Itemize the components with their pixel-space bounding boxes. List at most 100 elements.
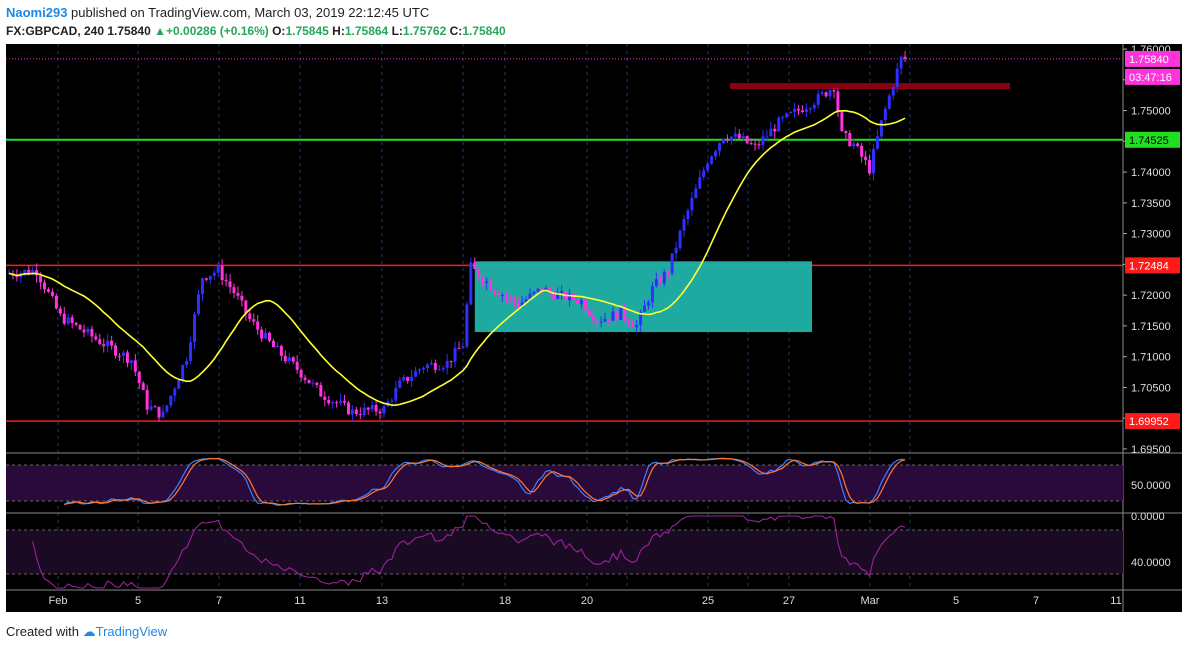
candle-body [260, 329, 264, 339]
time-tick-label: 7 [216, 595, 222, 607]
candle-body [516, 302, 520, 308]
chart-canvas[interactable]: 1.760001.755001.750001.745001.740001.735… [6, 44, 1182, 612]
candle-body [453, 348, 457, 362]
candle-body [489, 281, 493, 290]
candle-body [781, 117, 785, 119]
candle-body [741, 136, 745, 139]
price-badge-label: 1.75840 [1129, 54, 1169, 66]
candle-body [46, 289, 50, 292]
candle-body [145, 389, 149, 410]
candle-body [54, 295, 58, 309]
candle-body [868, 159, 872, 174]
candle-body [733, 133, 737, 137]
candle-body [23, 269, 27, 274]
candle-body [133, 360, 137, 372]
chart-header: Naomi293 published on TradingView.com, M… [6, 4, 1182, 44]
candle-body [224, 280, 228, 282]
candle-body [800, 110, 804, 112]
candle-body [702, 170, 706, 178]
price-badge-label: 03:47:16 [1129, 72, 1172, 84]
candle-body [414, 370, 418, 377]
candle-body [441, 367, 445, 370]
time-tick-label: 25 [702, 595, 714, 607]
candle-body [252, 319, 256, 322]
candle-body [820, 92, 824, 94]
publish-info: Naomi293 published on TradingView.com, M… [6, 4, 1182, 22]
candle-body [398, 380, 402, 388]
time-tick-label: 7 [1033, 595, 1039, 607]
candle-body [193, 314, 197, 343]
candle-body [639, 311, 643, 326]
candle-body [493, 289, 497, 293]
candle-body [204, 278, 208, 280]
candle-body [264, 332, 268, 339]
candle-body [757, 144, 761, 146]
candle-body [469, 262, 473, 305]
rsi-line [32, 515, 906, 589]
candle-body [374, 404, 378, 412]
candle-body [232, 287, 236, 293]
candle-body [327, 399, 331, 404]
candle-body [465, 304, 469, 347]
published-text: published on TradingView.com, March 03, … [67, 5, 430, 20]
candle-body [418, 369, 422, 371]
candle-body [457, 348, 461, 350]
author-link[interactable]: Naomi293 [6, 5, 68, 20]
candle-body [875, 136, 879, 149]
candle-body [331, 402, 335, 404]
candle-body [279, 345, 283, 356]
time-tick-label: 5 [135, 595, 141, 607]
candle-body [121, 352, 125, 356]
candle-body [31, 270, 35, 275]
candle-body [437, 369, 441, 371]
candle-body [43, 282, 47, 290]
candle-body [860, 145, 864, 157]
candle-body [165, 405, 169, 412]
candle-body [714, 151, 718, 157]
chart-area[interactable]: 1.760001.755001.750001.745001.740001.735… [6, 44, 1182, 612]
candle-body [27, 269, 31, 275]
candle-body [761, 136, 765, 146]
candle-body [346, 402, 350, 415]
candle-body [78, 324, 82, 330]
candle-body [248, 313, 252, 320]
candle-body [718, 143, 722, 152]
candle-body [149, 406, 153, 410]
candle-body [848, 133, 852, 147]
candle-body [552, 292, 556, 299]
candle-body [674, 247, 678, 254]
candle-body [62, 313, 66, 324]
candle-body [343, 400, 347, 403]
candle-body [287, 357, 291, 362]
candle-body [485, 281, 489, 284]
ohlc-legend: FX:GBPCAD, 240 1.75840 ▲+0.00286 (+0.16%… [6, 22, 1182, 40]
candle-body [879, 120, 883, 137]
time-tick-label: 27 [783, 595, 795, 607]
candle-body [378, 411, 382, 414]
candle-body [721, 138, 725, 144]
footer: Created with ☁TradingView [6, 622, 167, 642]
candle-body [698, 177, 702, 189]
rsi-tick-label: 40.0000 [1131, 557, 1171, 569]
candle-body [15, 275, 19, 278]
candle-body [90, 328, 94, 337]
tradingview-brand-link[interactable]: TradingView [95, 624, 168, 639]
candle-body [177, 380, 181, 389]
candle-body [271, 340, 275, 348]
candle-body [449, 360, 453, 362]
candle-body [686, 210, 690, 220]
candle-body [690, 198, 694, 211]
candle-body [114, 345, 118, 356]
candle-body [816, 93, 820, 105]
last-price: 1.75840 [107, 24, 151, 38]
time-tick-label: 5 [953, 595, 959, 607]
candle-body [891, 86, 895, 96]
candle-body [58, 308, 62, 314]
open-label: O: [272, 24, 286, 38]
candle-body [769, 128, 773, 137]
candle-body [571, 293, 575, 301]
candle-body [358, 414, 362, 416]
price-tick-label: 1.74000 [1131, 167, 1171, 179]
candle-body [623, 308, 627, 320]
candle-body [185, 360, 189, 366]
